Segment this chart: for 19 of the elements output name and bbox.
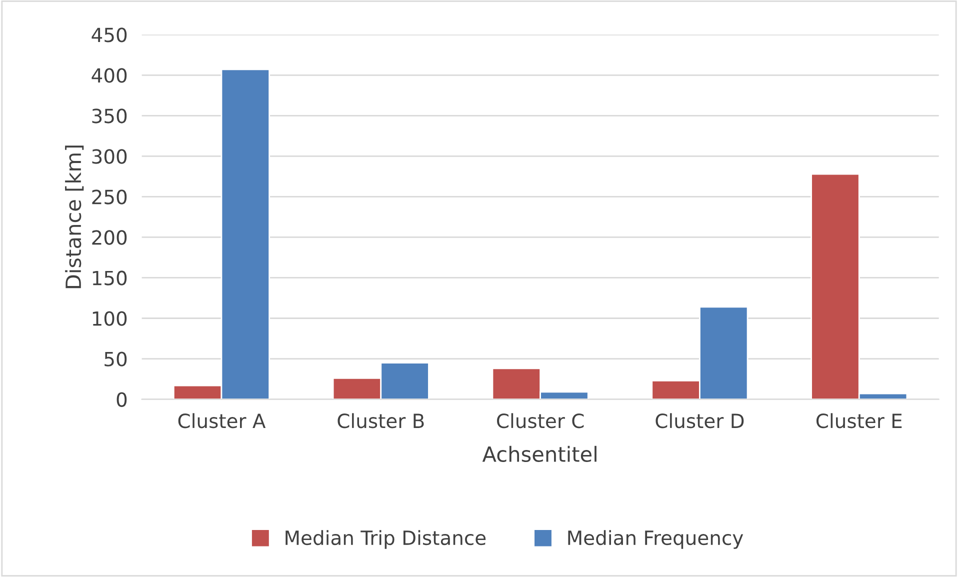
y-tick-label: 200 <box>92 230 127 245</box>
y-tick-label: 250 <box>92 190 127 204</box>
legend-label: Median Frequency <box>568 530 744 549</box>
y-tick-label: 0 <box>116 392 127 407</box>
y-tick-label: 450 <box>92 28 127 42</box>
y-tick-label: 150 <box>92 270 127 286</box>
y-tick-label: 400 <box>92 68 127 83</box>
x-tick-label: Cluster D <box>656 413 744 428</box>
x-tick-label: Cluster A <box>178 413 266 428</box>
x-axis-title: Achsentitel <box>482 446 596 462</box>
x-tick-label: Cluster B <box>338 413 424 428</box>
y-tick-label: 350 <box>92 108 127 124</box>
y-tick-label: 50 <box>104 352 127 366</box>
y-tick-label: 100 <box>92 311 127 326</box>
y-tick-label: 300 <box>92 149 127 164</box>
y-axis-title: Distance [km] <box>65 146 84 288</box>
legend-label: Median Trip Distance <box>286 530 486 549</box>
x-tick-label: Cluster C <box>497 413 584 428</box>
x-tick-label: Cluster E <box>816 413 902 428</box>
